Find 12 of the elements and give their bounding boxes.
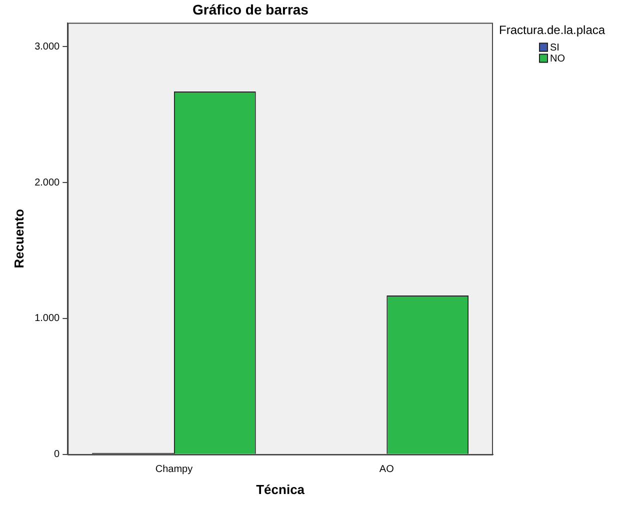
y-axis-title: Recuento [11,208,26,268]
y-tick-label: 0 [54,449,60,460]
x-axis-title: Técnica [256,482,306,497]
x-tick-label: AO [379,464,394,476]
legend-label: NO [550,54,566,65]
y-tick-label: 1.000 [34,313,60,324]
y-tick-label: 2.000 [34,177,60,188]
chart-title: Gráfico de barras [192,1,309,18]
legend-label: SI [550,42,560,54]
y-tick-label: 3.000 [34,41,60,52]
x-tick-label: Champy [155,464,193,476]
legend-title: Fractura.de.la.placa [499,23,606,38]
